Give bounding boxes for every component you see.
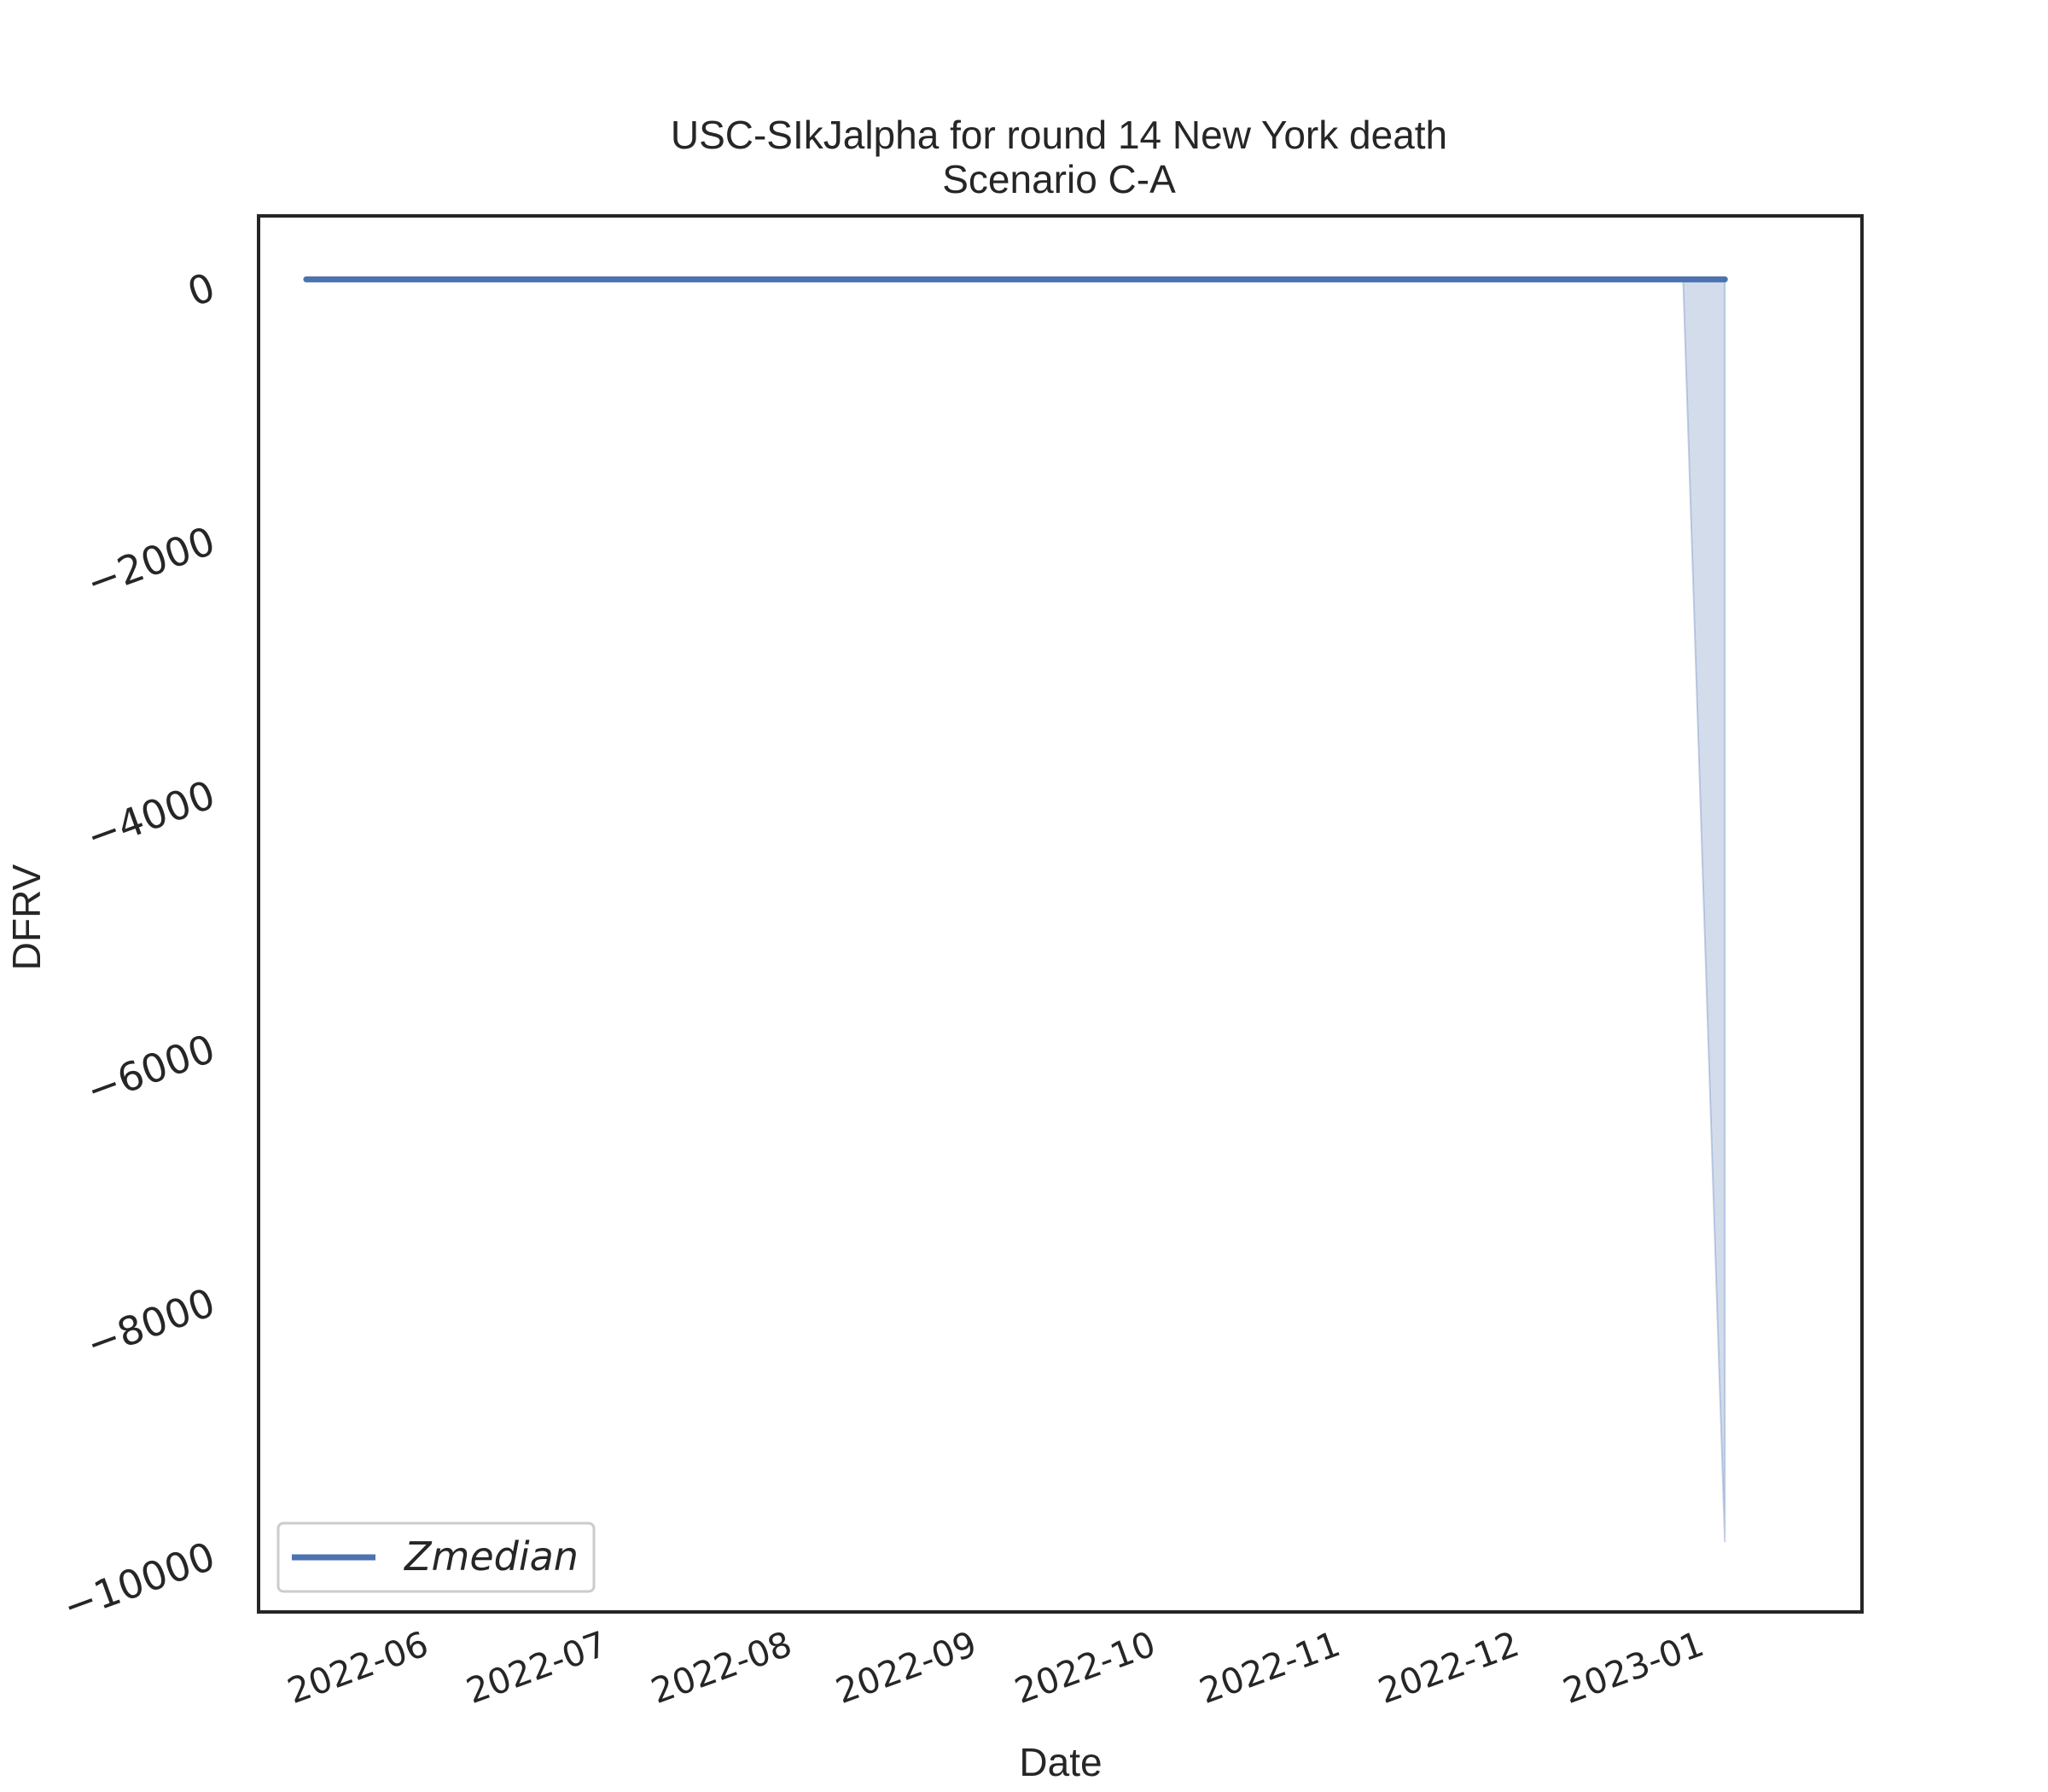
x-tick-label-3: 2022-09 bbox=[830, 1623, 981, 1712]
y-tick-label-4: −8000 bbox=[80, 1279, 221, 1368]
plot-area bbox=[303, 276, 1728, 1543]
y-tick-labels: 0 −2000 −4000 −6000 −8000 −10000 bbox=[57, 264, 221, 1630]
x-tick-label-7: 2023-01 bbox=[1557, 1623, 1708, 1712]
x-axis-label: Date bbox=[1019, 1740, 1102, 1784]
legend-box bbox=[276, 1521, 596, 1593]
x-tick-label-4: 2022-10 bbox=[1009, 1623, 1161, 1712]
y-tick-label-2: −4000 bbox=[80, 771, 221, 860]
x-tick-label-1: 2022-07 bbox=[461, 1623, 612, 1712]
y-tick-label-1: −2000 bbox=[80, 517, 221, 606]
x-tick-label-2: 2022-08 bbox=[646, 1623, 797, 1712]
y-tick-label-0: 0 bbox=[182, 264, 221, 316]
x-tick-label-6: 2022-12 bbox=[1373, 1623, 1524, 1712]
x-tick-label-0: 2022-06 bbox=[282, 1623, 433, 1712]
legend: Zmedian bbox=[276, 1521, 596, 1593]
plot-frame bbox=[257, 214, 1864, 1614]
x-tick-label-5: 2022-11 bbox=[1194, 1623, 1345, 1712]
legend-label-zmedian: Zmedian bbox=[403, 1533, 579, 1580]
chart-title-line-1: USC-SIkJalpha for round 14 New York deat… bbox=[671, 113, 1447, 157]
y-tick-label-5: −10000 bbox=[57, 1533, 221, 1630]
chart-title-line-2: Scenario C-A bbox=[942, 157, 1176, 201]
uncertainty-band bbox=[305, 278, 1726, 1543]
y-axis-label: DFRV bbox=[4, 864, 49, 970]
x-tick-labels: 2022-06 2022-07 2022-08 2022-09 2022-10 2022-… bbox=[282, 1623, 1709, 1712]
y-tick-label-3: −6000 bbox=[80, 1025, 221, 1114]
